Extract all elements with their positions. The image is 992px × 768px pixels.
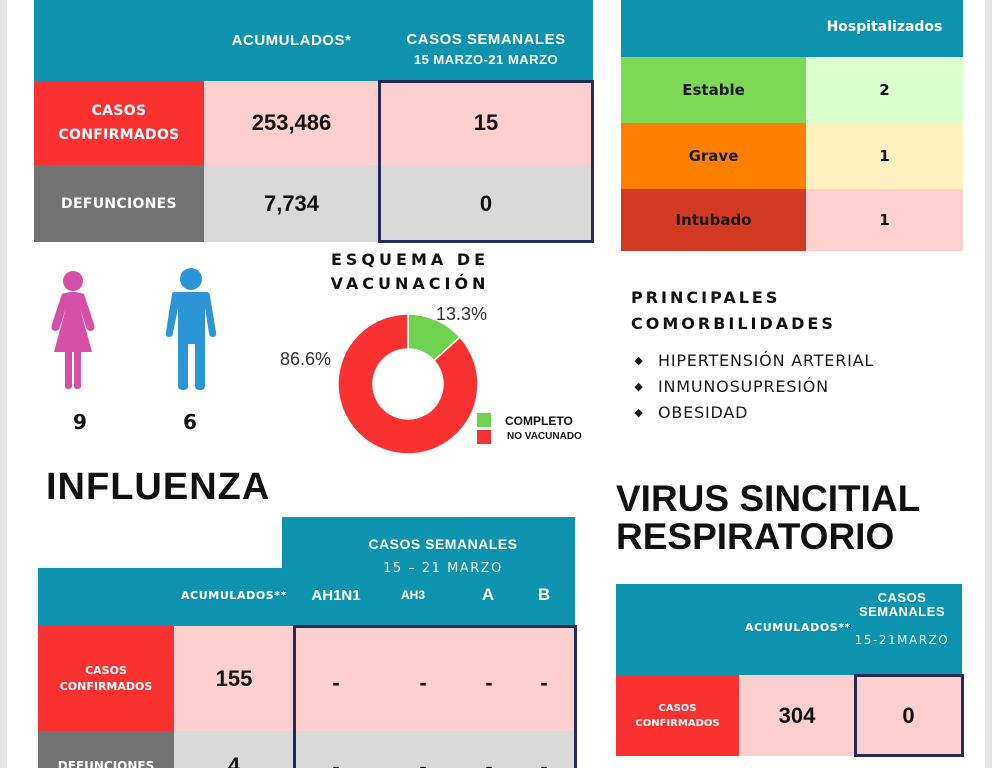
- covid-confirmados-semanales: 15: [379, 81, 593, 165]
- left-edge: [0, 0, 7, 768]
- vsr-header-semanales: CASOS SEMANALES: [846, 589, 958, 621]
- comorbilidad-item: ◆ OBESIDAD: [632, 400, 874, 426]
- influenza-defunciones-acumulados: 4: [174, 731, 294, 768]
- hosp-estable-label: Estable: [621, 57, 806, 123]
- vacunacion-title: ESQUEMA DE VACUNACIÓN: [320, 248, 500, 296]
- influenza-header-semanales-text: CASOS SEMANALES: [368, 536, 518, 552]
- male-count: 6: [183, 410, 197, 434]
- bullet-icon: ◆: [634, 380, 644, 393]
- vsr-header-acumulados: ACUMULADOS**: [744, 620, 852, 634]
- comorbilidad-item: ◆ HIPERTENSIÓN ARTERIAL: [632, 348, 874, 374]
- influenza-row-defunciones-label: DEFUNCIONES: [38, 731, 174, 768]
- vsr-title-line2: RESPIRATORIO: [616, 516, 895, 557]
- influenza-defunciones-a: -: [485, 754, 493, 768]
- influenza-defunciones-ah3: -: [419, 754, 427, 768]
- vacunacion-donut-chart: [337, 313, 479, 455]
- donut-slice-no-vacunado: [337, 313, 479, 455]
- influenza-col-ah3: AH3: [400, 588, 425, 602]
- covid-header-acumulados: ACUMULADOS*: [204, 26, 379, 56]
- hosp-grave-value: 1: [806, 123, 963, 189]
- influenza-row-confirmados-label-line1: CASOS: [85, 663, 127, 677]
- influenza-confirmados-weekly-bg: [294, 626, 575, 731]
- vsr-row-confirmados-label-line2: CONFIRMADOS: [635, 717, 720, 729]
- comorbilidades-title-line1: PRINCIPALES: [631, 288, 781, 307]
- comorbilidad-item: ◆ INMUNOSUPRESIÓN: [632, 374, 874, 400]
- vacunacion-title-line1: ESQUEMA DE: [330, 250, 490, 269]
- female-count: 9: [73, 410, 87, 434]
- covid-row-confirmados-label: CASOS CONFIRMADOS: [34, 81, 204, 165]
- covid-row-confirmados-label-line1: CASOS: [91, 103, 147, 119]
- influenza-col-b: B: [537, 585, 551, 604]
- hosp-header: Hospitalizados: [806, 12, 963, 42]
- female-icon: [51, 271, 95, 389]
- hosp-intubado-value: 1: [806, 189, 963, 251]
- influenza-confirmados-a: -: [485, 670, 493, 695]
- vsr-title-line1: VIRUS SINCITIAL: [616, 478, 921, 519]
- influenza-col-a: A: [481, 585, 495, 604]
- hosp-estable-value: 2: [806, 57, 963, 123]
- vsr-title: VIRUS SINCITIAL RESPIRATORIO: [616, 480, 920, 556]
- hosp-intubado-label: Intubado: [621, 189, 806, 251]
- vsr-confirmados-semanales: 0: [855, 675, 962, 756]
- vsr-weekly-frame: [854, 674, 964, 757]
- influenza-confirmados-ah3: -: [419, 670, 427, 695]
- influenza-row-confirmados-label: CASOS CONFIRMADOS: [38, 626, 174, 731]
- influenza-confirmados-acumulados: 155: [174, 626, 294, 731]
- completo-pct-label: 13.3%: [436, 304, 488, 324]
- no-vacunado-pct-label: 86.6%: [280, 349, 332, 369]
- influenza-confirmados-b: -: [540, 670, 548, 695]
- influenza-title: INFLUENZA: [46, 466, 271, 508]
- covid-row-defunciones-label: DEFUNCIONES: [34, 165, 204, 242]
- comorbilidad-text: OBESIDAD: [658, 403, 749, 422]
- covid-header-semanales: CASOS SEMANALES 15 MARZO-21 MARZO: [379, 26, 593, 74]
- vsr-confirmados-acumulados: 304: [739, 675, 855, 756]
- comorbilidades-list: ◆ HIPERTENSIÓN ARTERIAL ◆ INMUNOSUPRESIÓN …: [632, 348, 874, 426]
- bullet-icon: ◆: [634, 354, 644, 367]
- covid-header-semanales-date: 15 MARZO-21 MARZO: [413, 52, 559, 67]
- comorbilidad-text: INMUNOSUPRESIÓN: [658, 377, 829, 396]
- covid-defunciones-semanales: 0: [379, 165, 593, 242]
- influenza-defunciones-b: -: [540, 754, 548, 768]
- vsr-header-semanales-line1: CASOS: [877, 590, 927, 605]
- legend-no-vacunado-label: NO VACUNADO: [507, 431, 582, 442]
- influenza-header-date: 15 – 21 MARZO: [383, 560, 503, 576]
- bullet-icon: ◆: [634, 406, 644, 419]
- influenza-defunciones-ah1n1: -: [332, 754, 340, 768]
- influenza-row-confirmados-label-line2: CONFIRMADOS: [59, 679, 153, 693]
- influenza-defunciones-weekly-bg: [294, 731, 575, 768]
- covid-weekly-frame: [378, 80, 594, 243]
- hosp-grave-label: Grave: [621, 123, 806, 189]
- comorbilidades-title-line2: COMORBILIDADES: [631, 314, 836, 333]
- male-icon: [165, 268, 217, 390]
- legend-no-vacunado-swatch: [477, 430, 491, 444]
- legend-completo-swatch: [477, 413, 491, 427]
- influenza-header-acumulados: ACUMULADOS**: [180, 588, 288, 602]
- comorbilidades-title: PRINCIPALES COMORBILIDADES: [631, 285, 836, 337]
- vsr-header-semanales-line2: SEMANALES: [858, 604, 946, 619]
- covid-defunciones-acumulados: 7,734: [204, 165, 379, 242]
- right-edge: [985, 0, 992, 768]
- influenza-header-semanales: CASOS SEMANALES: [282, 533, 604, 555]
- vacunacion-title-line2: VACUNACIÓN: [330, 274, 490, 293]
- influenza-col-ah1n1: AH1N1: [311, 586, 361, 604]
- vsr-header-date: 15-21MARZO: [854, 633, 950, 647]
- influenza-weekly-frame: [293, 625, 577, 768]
- influenza-semanales-header-bg: [282, 517, 575, 569]
- comorbilidad-text: HIPERTENSIÓN ARTERIAL: [658, 351, 875, 370]
- vsr-row-confirmados-label-line1: CASOS: [658, 702, 697, 714]
- covid-header-semanales-title: CASOS SEMANALES: [406, 31, 566, 48]
- covid-confirmados-acumulados: 253,486: [204, 81, 379, 165]
- influenza-header-bg: [38, 568, 575, 626]
- influenza-confirmados-ah1n1: -: [332, 670, 340, 695]
- covid-row-confirmados-label-line2: CONFIRMADOS: [58, 127, 180, 143]
- vsr-row-confirmados-label: CASOS CONFIRMADOS: [616, 675, 739, 756]
- vsr-header-bg: [616, 584, 962, 675]
- legend-completo-label: COMPLETO: [505, 414, 573, 428]
